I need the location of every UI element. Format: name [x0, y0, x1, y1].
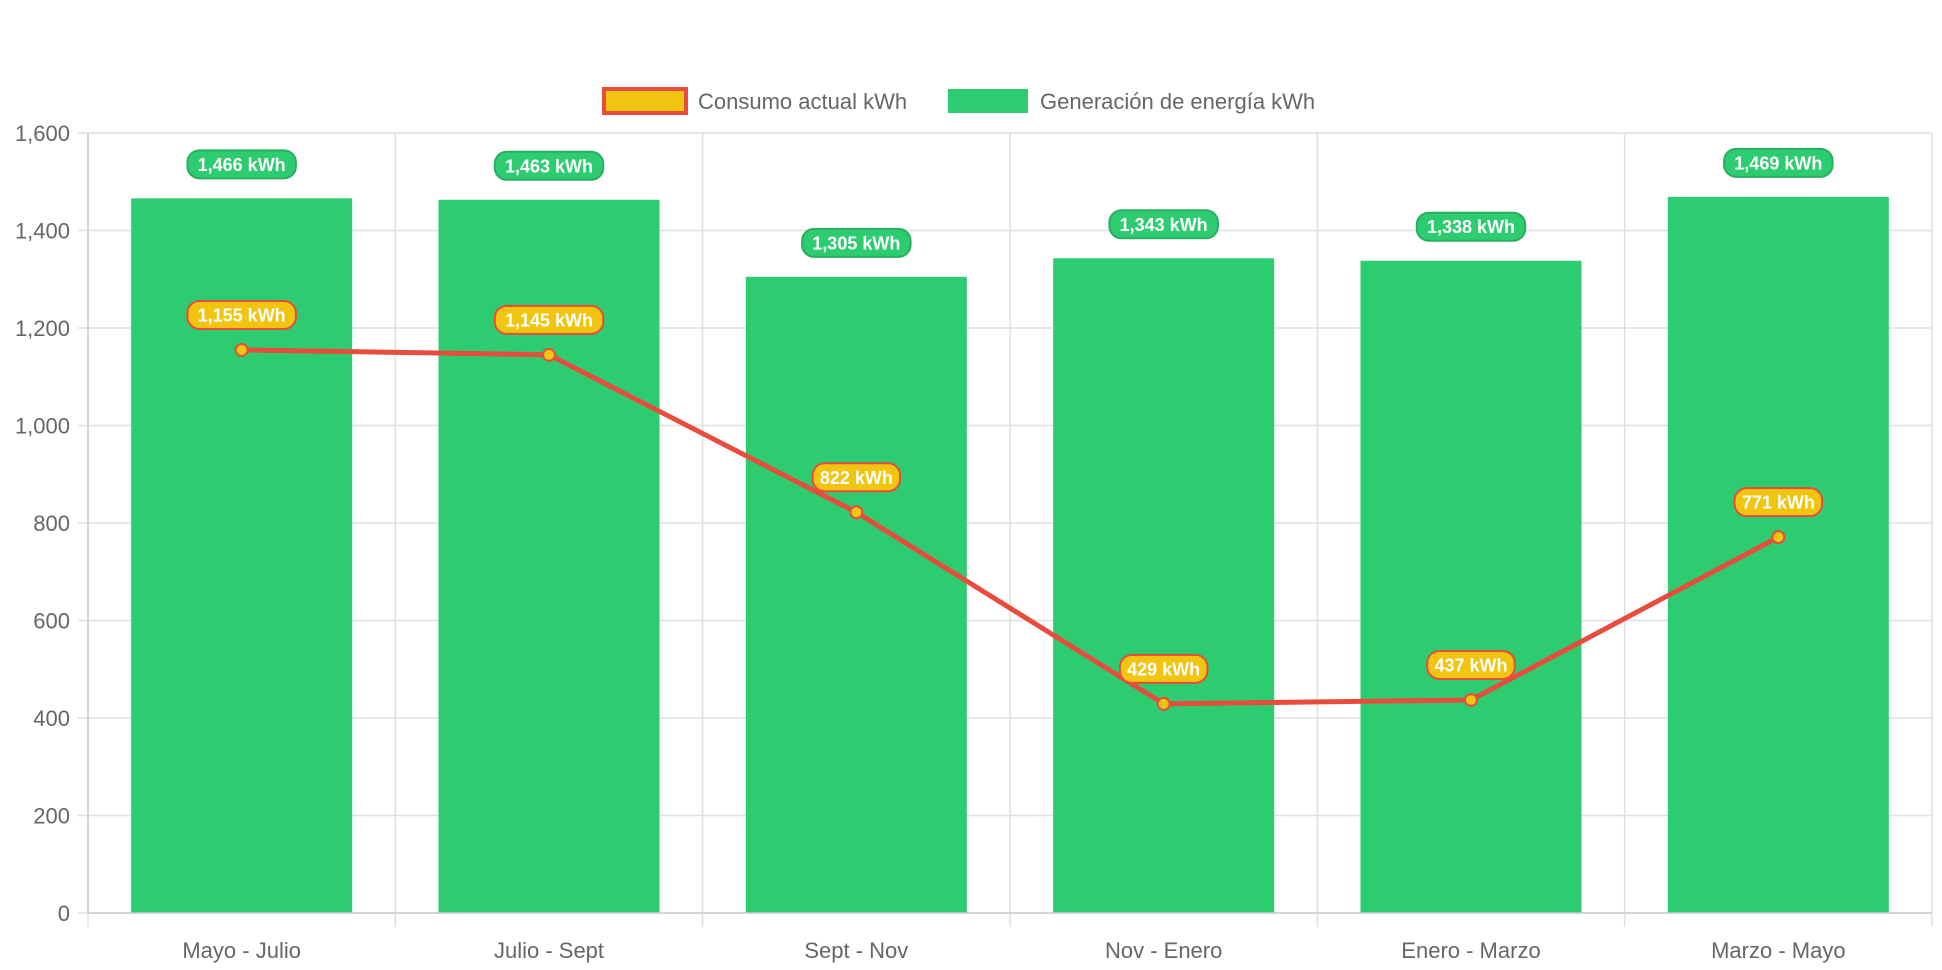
- consumption-data-label: 822 kWh: [820, 468, 893, 488]
- y-tick-label: 400: [33, 706, 70, 731]
- legend-swatch-consumption: [602, 87, 688, 115]
- generation-data-label: 1,343 kWh: [1120, 215, 1208, 235]
- consumption-line: [239, 347, 1781, 707]
- consumption-point: [542, 347, 556, 362]
- x-tick-label: Sept - Nov: [804, 938, 908, 963]
- axis-layer: 0 200 400 600 800 1,000 1,200 1,400 1,600 Mayo - …: [15, 121, 1932, 963]
- generation-bar: [745, 276, 967, 913]
- generation-data-label: 1,466 kWh: [198, 155, 286, 175]
- y-tick-label: 1,600: [15, 121, 70, 146]
- generation-bar: [1053, 258, 1275, 914]
- y-tick-label: 1,000: [15, 414, 70, 439]
- y-tick-label: 200: [33, 804, 70, 829]
- consumption-point: [849, 505, 864, 520]
- generation-data-label: 1,338 kWh: [1427, 217, 1515, 237]
- consumption-data-label: 429 kWh: [1127, 659, 1200, 679]
- consumption-point: [1771, 530, 1786, 545]
- legend-label-consumption: Consumo actual kWh: [698, 89, 907, 114]
- x-tick-label: Mayo - Julio: [182, 938, 301, 963]
- generation-data-label-bg: [1108, 209, 1219, 240]
- legend-swatch-generation: [948, 89, 1028, 113]
- legend: Consumo actual kWh Generación de energía …: [602, 87, 1315, 115]
- generation-data-label: 1,463 kWh: [505, 156, 593, 176]
- generation-data-label-bg: [1415, 211, 1527, 242]
- generation-data-label-bg: [186, 149, 297, 180]
- y-tick-label: 0: [58, 901, 70, 926]
- bars-layer: [131, 196, 1889, 914]
- x-tick-label: Enero - Marzo: [1401, 938, 1540, 963]
- consumption-data-label-bg: [1733, 487, 1824, 518]
- x-tick-label: Julio - Sept: [494, 938, 604, 963]
- consumption-point: [1464, 692, 1478, 707]
- consumption-data-label-bg: [1118, 653, 1209, 684]
- consumption-data-label-bg: [186, 299, 297, 330]
- grid-layer: [78, 132, 1933, 927]
- consumption-data-label: 771 kWh: [1742, 493, 1815, 513]
- y-tick-label: 1,400: [15, 219, 70, 244]
- y-tick-label: 800: [33, 511, 70, 536]
- data-labels-layer: 1,466 kWh 1,463 kWh 1,305 kWh 1,343 kWh 1,33…: [186, 147, 1834, 684]
- generation-data-label-bg: [1723, 147, 1834, 178]
- consumption-data-label-bg: [1426, 649, 1516, 680]
- generation-bar: [1667, 196, 1889, 914]
- consumption-data-label-bg: [811, 462, 902, 493]
- generation-data-label-bg: [493, 150, 605, 181]
- y-tick-label: 1,200: [15, 316, 70, 341]
- x-tick-label: Nov - Enero: [1105, 938, 1222, 963]
- generation-data-label: 1,305 kWh: [812, 233, 900, 253]
- generation-data-label-bg: [801, 227, 912, 258]
- consumption-data-label-bg: [493, 304, 605, 335]
- x-tick-label: Marzo - Mayo: [1711, 938, 1845, 963]
- y-tick-label: 600: [33, 609, 70, 634]
- consumption-point: [1156, 696, 1171, 711]
- line-layer: [234, 342, 1786, 711]
- legend-label-generation: Generación de energía kWh: [1040, 89, 1315, 114]
- generation-bar: [1360, 260, 1582, 914]
- consumption-data-label: 1,145 kWh: [505, 310, 593, 330]
- consumption-data-label: 1,155 kWh: [198, 305, 286, 325]
- consumption-point: [234, 342, 249, 357]
- consumption-data-label: 437 kWh: [1434, 655, 1507, 675]
- generation-data-label: 1,469 kWh: [1734, 153, 1822, 173]
